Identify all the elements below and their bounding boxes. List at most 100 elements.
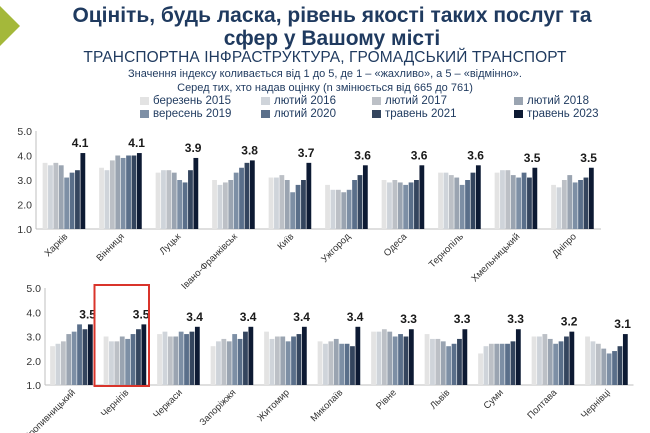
bar [177,180,183,229]
bar [285,341,291,385]
bar [612,351,617,385]
bar [606,353,612,385]
bar [397,182,403,229]
bar [430,338,435,385]
bar [462,329,468,385]
bar [210,346,216,385]
bar [590,341,596,385]
legend-label: лютий 2016 [274,95,336,107]
bar [212,180,217,229]
bar [171,172,177,229]
legend-swatch [372,110,381,118]
bar [120,157,126,229]
bar [578,180,583,229]
y-tick-label: 2.0 [17,200,32,212]
data-label: 3.5 [524,151,541,165]
bar [510,175,516,229]
bar [126,155,131,229]
bar [296,334,302,385]
bar [75,170,80,229]
bar [516,177,522,229]
bar [454,177,460,229]
bar [622,334,628,385]
bar [419,165,425,229]
data-label: 3.8 [241,143,258,157]
data-label: 3.4 [186,310,203,324]
bar [103,336,109,385]
bar [448,175,454,229]
bar [66,334,72,385]
bar [333,338,339,385]
bar [585,336,590,385]
bar [301,326,307,385]
bar [494,172,500,229]
bar [542,334,548,385]
category-label: Житомир [255,387,292,424]
bar [505,343,510,385]
data-label: 3.3 [400,312,417,326]
bar [537,336,542,385]
bar [99,167,104,229]
y-tick-label: 3.0 [26,332,41,344]
bar [392,336,398,385]
bar [403,184,409,229]
bar [424,334,430,385]
bar [82,329,88,385]
category-label: Дніпро [550,231,579,260]
bar [440,341,446,385]
bar [50,346,55,385]
bar [136,329,141,385]
data-label: 3.4 [240,310,257,324]
bar [284,180,290,229]
bar [182,182,188,229]
bar [188,170,193,229]
category-label: Рівне [374,387,399,412]
bar [556,187,562,229]
bar [325,184,330,229]
bar [131,155,137,229]
legend-swatch [140,97,149,105]
bar [248,326,254,385]
bar [510,341,516,385]
bar [60,341,66,385]
bar [244,162,250,229]
bar [595,343,601,385]
bar [547,338,553,385]
bar [69,172,75,229]
bar [64,177,70,229]
bar [317,341,323,385]
sample-note: Серед тих, хто надав оцінку (n змінюєтьс… [177,82,473,94]
data-label: 3.4 [293,310,310,324]
bar [558,341,564,385]
bar [344,343,350,385]
index-note: Значення індексу коливається від 1 до 5,… [128,68,522,80]
bar [119,336,125,385]
bar [167,336,173,385]
bar [157,334,162,385]
bar [569,331,575,385]
bar [521,172,527,229]
bar [77,324,82,385]
bar [268,177,274,229]
bar [408,182,414,229]
legend-swatch [514,110,523,118]
bar [226,341,232,385]
legend-label: лютий 2020 [274,108,336,120]
bar [459,184,465,229]
bar [249,160,255,229]
bar [269,338,275,385]
bar [551,184,556,229]
bar [173,336,179,385]
bar [178,331,184,385]
category-label: Львів [428,387,452,411]
bar [355,326,361,385]
legend-swatch [261,97,270,105]
bar [233,172,239,229]
bar [328,341,334,385]
bar [494,343,500,385]
bar [457,338,462,385]
data-label: 3.3 [454,312,471,326]
data-label: 3.6 [411,148,428,162]
bar [371,331,376,385]
